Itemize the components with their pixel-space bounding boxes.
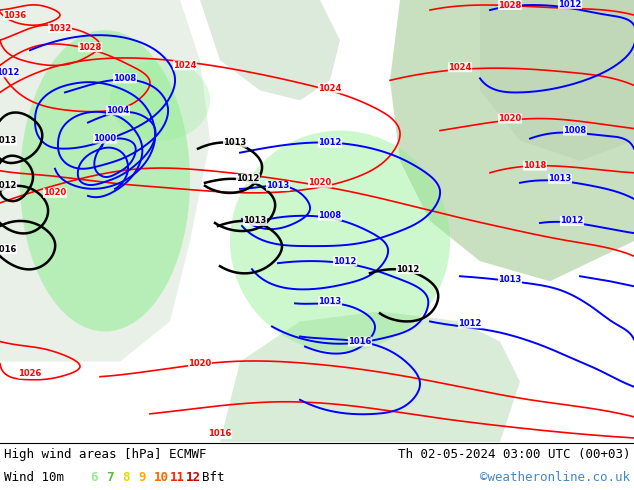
Polygon shape xyxy=(0,0,210,362)
Text: 12: 12 xyxy=(186,471,201,485)
Ellipse shape xyxy=(110,60,210,141)
Text: 1012: 1012 xyxy=(236,174,260,183)
Text: 1012: 1012 xyxy=(0,181,16,190)
Text: 1008: 1008 xyxy=(318,212,342,220)
Text: Bft: Bft xyxy=(202,471,224,485)
Text: 1013: 1013 xyxy=(548,174,572,183)
Text: 1020: 1020 xyxy=(308,178,332,187)
Text: 1020: 1020 xyxy=(43,188,67,197)
Text: 1012: 1012 xyxy=(560,217,584,225)
Text: 1013: 1013 xyxy=(318,297,342,306)
Text: 1036: 1036 xyxy=(3,11,27,20)
Text: 1012: 1012 xyxy=(318,138,342,147)
Text: 1028: 1028 xyxy=(79,43,101,52)
Text: 1018: 1018 xyxy=(524,161,547,170)
Ellipse shape xyxy=(230,131,450,352)
Text: 1012: 1012 xyxy=(0,68,20,77)
Text: 1024: 1024 xyxy=(173,61,197,70)
Text: 1020: 1020 xyxy=(188,359,212,368)
Text: 1020: 1020 xyxy=(498,114,522,123)
Polygon shape xyxy=(390,0,634,281)
Text: 1004: 1004 xyxy=(107,106,129,115)
Text: ©weatheronline.co.uk: ©weatheronline.co.uk xyxy=(480,471,630,485)
Polygon shape xyxy=(200,0,340,100)
Text: 1016: 1016 xyxy=(0,245,16,254)
Text: Wind 10m: Wind 10m xyxy=(4,471,64,485)
Text: 1016: 1016 xyxy=(348,337,372,346)
Text: 1024: 1024 xyxy=(448,63,472,72)
Text: 1013: 1013 xyxy=(498,275,522,284)
Text: 1032: 1032 xyxy=(48,24,72,33)
Text: 1013: 1013 xyxy=(223,138,247,147)
Text: 1012: 1012 xyxy=(396,265,420,274)
Ellipse shape xyxy=(20,30,190,332)
Text: 1013: 1013 xyxy=(0,136,16,145)
Text: 1012: 1012 xyxy=(458,319,482,328)
Text: 1008: 1008 xyxy=(113,74,136,83)
Text: 1000: 1000 xyxy=(93,134,117,143)
Text: 1012: 1012 xyxy=(559,0,581,8)
Polygon shape xyxy=(220,312,520,442)
Text: 1008: 1008 xyxy=(564,126,586,135)
Text: 1016: 1016 xyxy=(209,429,231,439)
Text: 9: 9 xyxy=(138,471,145,485)
Polygon shape xyxy=(480,0,634,161)
Text: 1012: 1012 xyxy=(333,257,357,266)
Text: 1013: 1013 xyxy=(243,217,267,225)
Text: Th 02-05-2024 03:00 UTC (00+03): Th 02-05-2024 03:00 UTC (00+03) xyxy=(398,448,630,462)
Text: 1026: 1026 xyxy=(18,369,42,378)
Text: 11: 11 xyxy=(170,471,185,485)
Text: 6: 6 xyxy=(90,471,98,485)
Text: 1024: 1024 xyxy=(318,84,342,93)
Text: 1013: 1013 xyxy=(266,181,290,190)
Text: 8: 8 xyxy=(122,471,129,485)
Text: 7: 7 xyxy=(106,471,113,485)
Text: High wind areas [hPa] ECMWF: High wind areas [hPa] ECMWF xyxy=(4,448,207,462)
Text: 10: 10 xyxy=(154,471,169,485)
Text: 1028: 1028 xyxy=(498,0,522,9)
